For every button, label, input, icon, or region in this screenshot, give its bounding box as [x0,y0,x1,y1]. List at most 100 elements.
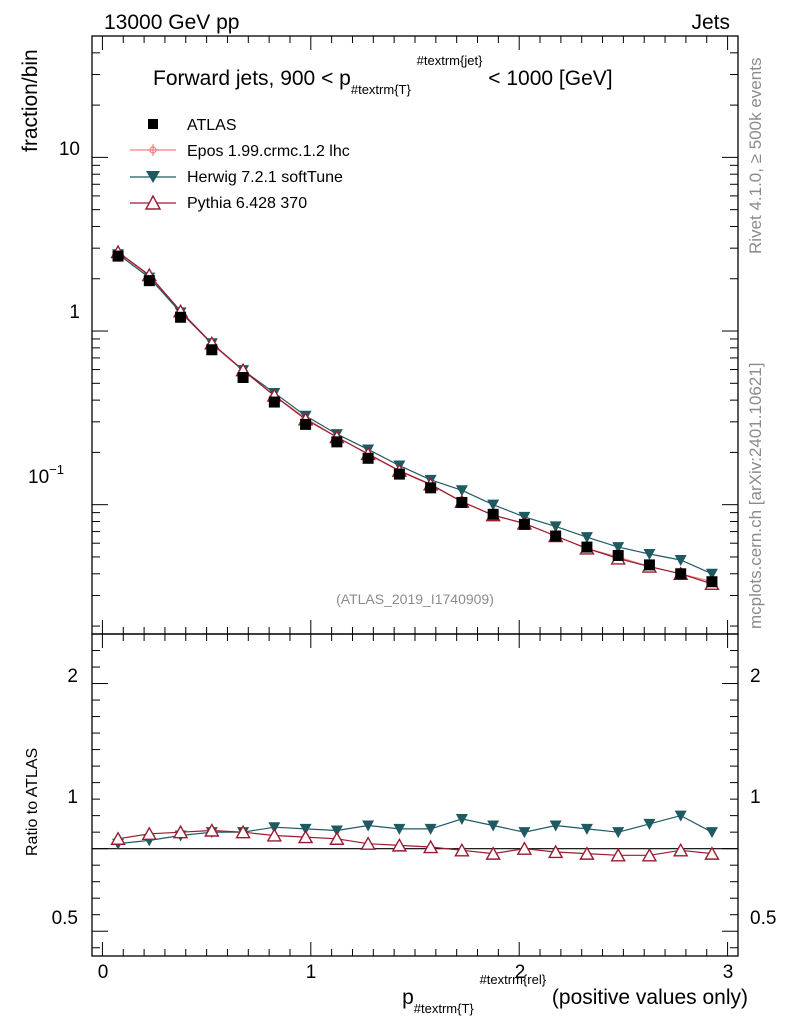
ratio-point-0-10 [424,823,437,835]
point-2-11 [455,485,468,497]
atlas-point-18 [675,568,687,580]
ratio-point-0-8 [362,820,375,832]
y-tick-label-0.1: 10−1 [28,462,64,488]
atlas-point-17 [643,559,655,571]
atlas-point-9 [393,468,405,480]
ratio-point-1-0 [110,831,126,845]
series-line-3 [117,251,713,585]
header-left: 13000 GeV pp [104,11,239,34]
ratio-point-0-11 [455,813,468,825]
ratio-point-1-10 [422,839,439,854]
ratio-point-1-19 [704,846,720,860]
y-axis-label: fraction/bin [19,49,42,152]
ratio-point-0-14 [549,820,562,832]
atlas-point-1 [143,275,155,287]
x-axis-label: p#textrm{T} #textrm{rel} (positive value… [402,972,748,1016]
ratio-tick-label-2-right: 2 [750,666,761,687]
legend-pythia-label: Pythia 6.428 370 [187,195,307,212]
ratio-tick-label-2-left: 2 [67,666,78,687]
ratio-point-1-14 [547,844,564,859]
x-tick-label-0: 0 [98,962,109,983]
ratio-line-1 [117,829,713,856]
ratio-point-1-6 [297,829,314,844]
legend-epos-marker [147,144,159,156]
atlas-point-10 [425,482,437,494]
ratio-point-0-16 [612,827,625,839]
atlas-point-14 [550,530,562,542]
ratio-point-1-5 [266,828,283,842]
point-2-16 [612,542,625,554]
atlas-point-8 [362,452,374,464]
legend-pythia-marker [144,194,162,210]
ratio-point-1-11 [454,842,470,857]
ratio-point-1-2 [172,824,189,839]
series-line-2 [117,253,713,575]
x-tick-label-2: 2 [515,962,526,983]
ratio-point-1-17 [641,847,658,862]
legend: ATLAS Epos 1.99.crmc.1.2 lhc Herwig 7.2.… [130,117,350,212]
atlas-point-3 [206,344,218,356]
ratio-point-1-3 [204,823,220,837]
ratio-point-1-15 [579,846,595,860]
point-2-15 [580,532,593,544]
legend-herwig-label: Herwig 7.2.1 softTune [187,169,343,186]
ratio-point-1-4 [235,824,251,839]
ratio-tick-label-1-right: 1 [750,787,761,808]
atlas-point-2 [175,311,187,323]
x-label-main: p [402,986,414,1009]
ratio-point-1-16 [610,847,626,862]
ratio-point-0-12 [487,820,500,832]
y-tick-base: 10 [28,467,49,488]
ratio-point-0-19 [705,827,718,839]
atlas-point-0 [112,250,124,262]
ratio-plot-frame [91,633,739,957]
atlas-point-13 [518,518,530,530]
axis-ticks [92,35,738,956]
atlas-point-19 [706,576,718,588]
mcplots-label: mcplots.cern.ch [arXiv:2401.10621] [746,363,765,629]
header-right: Jets [691,11,730,34]
x-label-sup: #textrm{rel} [480,972,547,987]
ratio-point-1-9 [391,837,408,852]
point-2-12 [487,499,500,511]
rivet-label: Rivet 4.1.0, ≥ 500k events [746,58,765,254]
x-tick-label-1: 1 [306,962,317,983]
legend-atlas-label: ATLAS [187,117,237,134]
ratio-point-0-17 [643,818,656,830]
ratio-point-1-7 [329,831,345,845]
y-tick-label-1: 1 [69,302,80,323]
title-tail: < 1000 [GeV] [488,67,612,90]
ratio-point-0-9 [393,823,406,835]
ratio-tick-label-05-right: 0.5 [750,908,776,929]
legend-atlas-marker [148,119,158,129]
x-label-tail: (positive values only) [552,986,748,1009]
ratio-point-1-13 [516,841,533,855]
ratio-point-0-5 [268,822,281,834]
ratio-point-0-15 [580,823,593,835]
atlas-point-15 [581,541,593,553]
ratio-point-1-8 [360,836,376,850]
ratio-tick-label-05-left: 0.5 [52,908,78,929]
series-line-1 [117,252,713,583]
y-tick-label-10: 10 [59,139,80,160]
title-sub: #textrm{T} [351,82,412,97]
ratio-point-0-13 [518,827,531,839]
point-2-17 [643,548,656,560]
ratio-y-axis-label: Ratio to ATLAS [24,748,41,856]
ratio-point-0-7 [330,825,343,837]
x-label-sub: #textrm{T} [414,1001,475,1016]
atlas-point-6 [300,418,312,430]
title-main: Forward jets, 900 < p [153,67,351,90]
y-tick-exponent: −1 [49,462,64,477]
chart-title: Forward jets, 900 < p#textrm{T} #textrm{… [153,53,613,97]
point-2-14 [549,521,562,533]
x-tick-label-3: 3 [723,962,734,983]
ratio-point-1-18 [672,842,689,857]
atlas-point-4 [237,371,249,383]
point-2-18 [674,555,687,567]
ratio-point-0-6 [299,823,312,835]
atlas-point-16 [612,549,624,561]
atlas-point-12 [487,508,499,520]
atlas-point-5 [268,396,280,408]
